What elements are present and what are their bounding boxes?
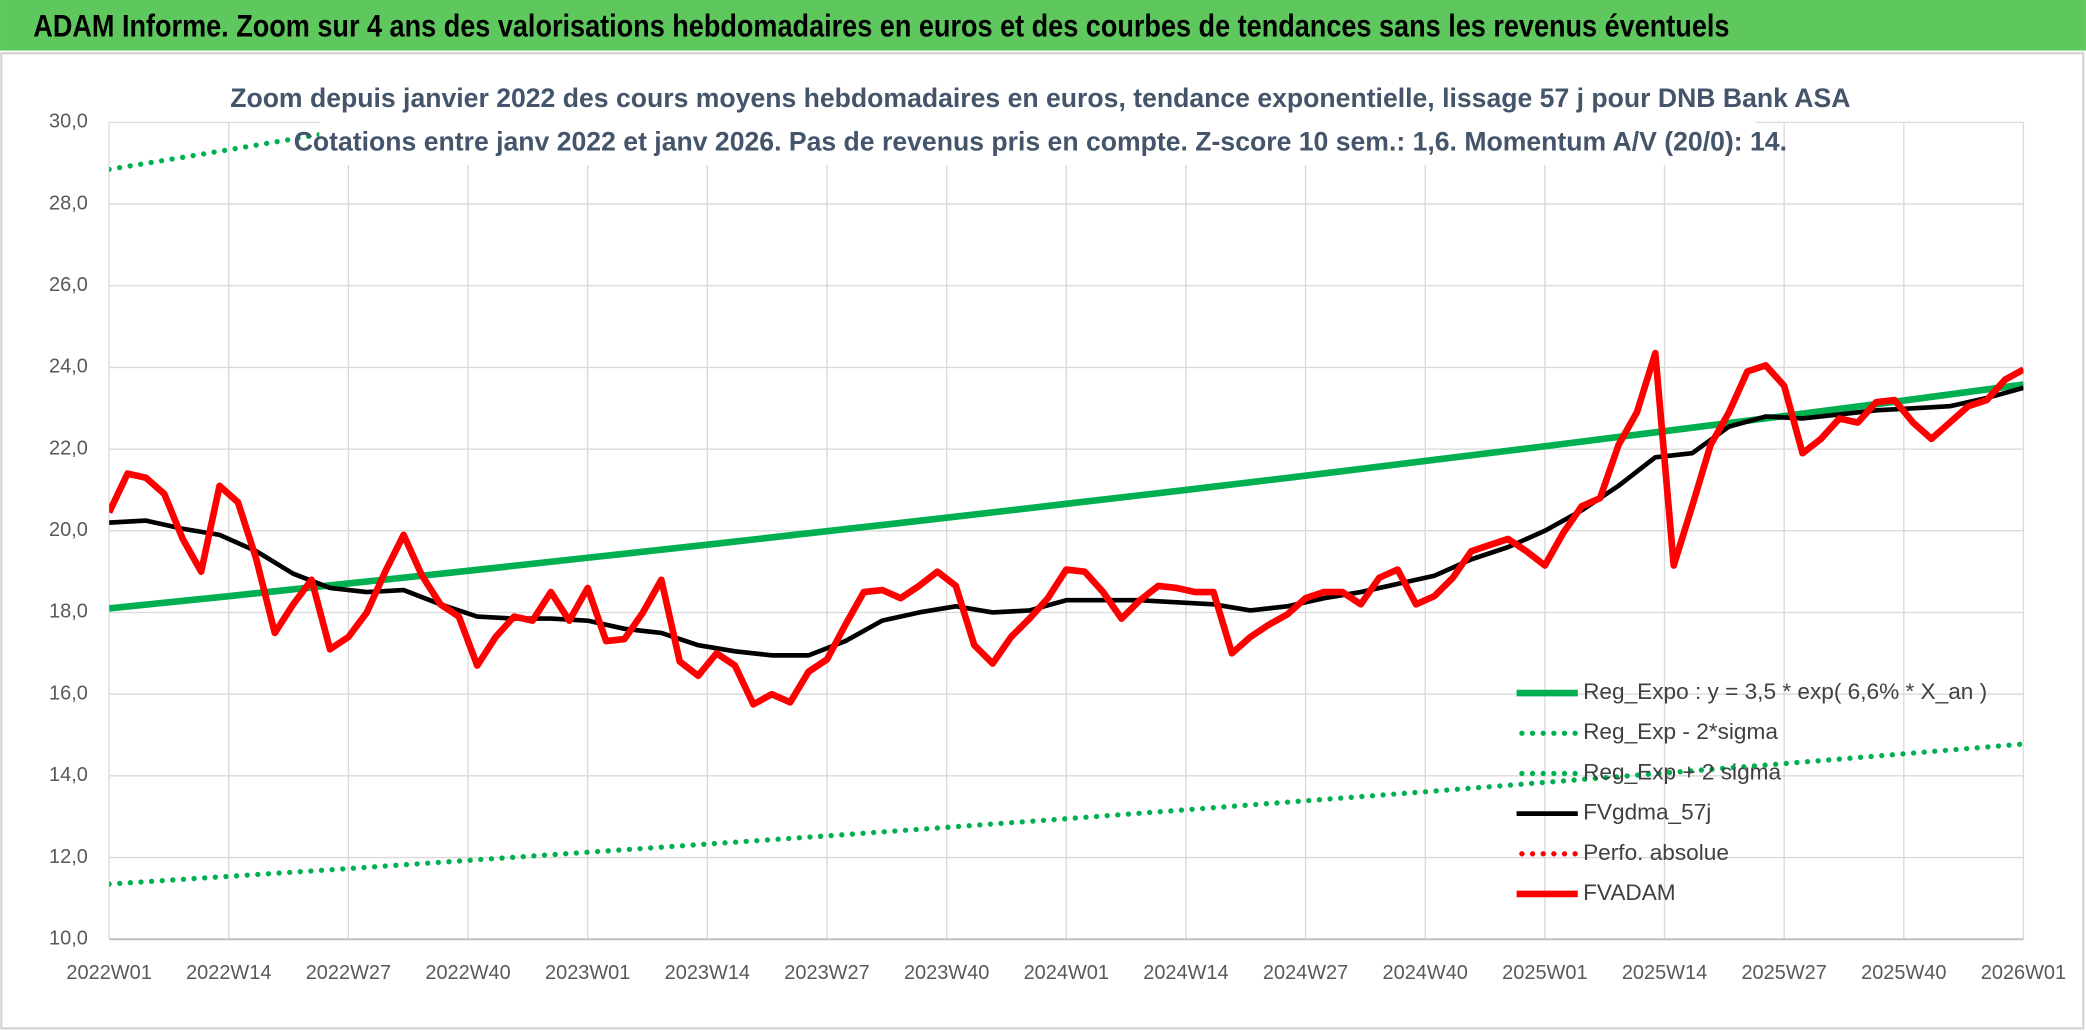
series-line (109, 741, 2024, 887)
header-title: ADAM Informe. Zoom sur 4 ans des valoris… (33, 7, 1729, 43)
x-tick-label: 2024W40 (1383, 962, 1468, 984)
y-tick-label: 26,0 (49, 274, 88, 296)
y-tick-label: 18,0 (49, 601, 88, 623)
x-tick-label: 2025W14 (1622, 962, 1707, 984)
x-tick-label: 2022W40 (425, 962, 510, 984)
x-tick-label: 2022W01 (66, 962, 151, 984)
axis-layer: 10,0 12,0 14,0 16,0 18,0 20,0 22,0 24,0 26,0 28,0… (49, 111, 2066, 984)
y-tick-label: 14,0 (49, 764, 88, 786)
x-tick-label: 2025W01 (1502, 962, 1587, 984)
legend-label: Reg_Exp - 2*sigma (1583, 719, 1778, 744)
series-line (109, 349, 2024, 708)
x-tick-label: 2024W27 (1263, 962, 1348, 984)
x-tick-label: 2026W01 (1981, 962, 2066, 984)
chart-title: Zoom depuis janvier 2022 des cours moyen… (230, 83, 1850, 113)
chart-frame (0, 52, 2085, 1030)
x-tick-label: 2022W14 (186, 962, 271, 984)
x-tick-label: 2024W14 (1143, 962, 1228, 984)
x-tick-label: 2024W01 (1024, 962, 1109, 984)
legend-label: FVADAM (1583, 880, 1676, 905)
x-tick-label: 2023W27 (784, 962, 869, 984)
x-tick-label: 2025W27 (1741, 962, 1826, 984)
header-bar (0, 0, 2086, 51)
x-tick-label: 2023W40 (904, 962, 989, 984)
legend-label: Perfo. absolue (1583, 840, 1729, 865)
y-tick-label: 10,0 (49, 927, 88, 949)
x-tick-label: 2023W01 (545, 962, 630, 984)
x-tick-label: 2023W14 (665, 962, 750, 984)
x-tick-label: 2025W40 (1861, 962, 1946, 984)
y-tick-label: 20,0 (49, 519, 88, 541)
legend-label: FVgdma_57j (1583, 800, 1711, 825)
y-tick-label: 28,0 (49, 192, 88, 214)
chart-subtitle: Cotations entre janv 2022 et janv 2026. … (294, 127, 1787, 157)
y-tick-label: 22,0 (49, 437, 88, 459)
y-tick-label: 16,0 (49, 682, 88, 704)
title-box (319, 77, 1757, 165)
series-line (109, 385, 2024, 658)
legend-label: Reg_Exp + 2 sigma (1583, 759, 1781, 784)
legend-label: Reg_Expo : y = 3,5 * exp( 6,6% * X_an ) (1583, 679, 1987, 704)
y-tick-label: 12,0 (49, 846, 88, 868)
x-tick-label: 2022W27 (306, 962, 391, 984)
legend: Reg_Expo : y = 3,5 * exp( 6,6% * X_an ) R… (1516, 679, 1987, 905)
series-layer (109, 122, 2024, 887)
y-tick-label: 24,0 (49, 356, 88, 378)
series-line (109, 381, 2024, 612)
y-tick-label: 30,0 (49, 111, 88, 133)
